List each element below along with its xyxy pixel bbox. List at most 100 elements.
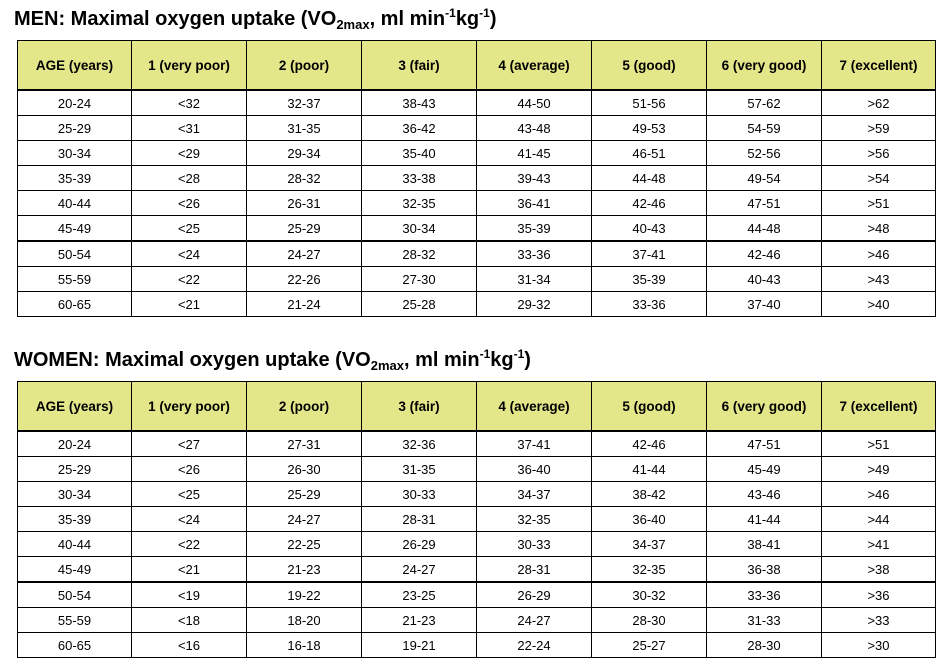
rating-range-cell: >44 — [821, 506, 936, 532]
rating-range-cell: 32-35 — [361, 190, 477, 216]
rating-range-cell: 44-48 — [591, 165, 707, 191]
rating-range-cell: 40-43 — [591, 215, 707, 242]
column-header: 2 (poor) — [246, 40, 362, 91]
table-row: 30-34 <29 29-34 35-40 41-45 46-51 52-56 >56 — [17, 140, 936, 166]
rating-range-cell: 19-22 — [246, 581, 362, 608]
rating-range-cell: 34-37 — [476, 481, 592, 507]
column-header: 3 (fair) — [361, 381, 477, 432]
rating-range-cell: 21-23 — [246, 556, 362, 583]
men-title-kg: kg — [455, 8, 480, 30]
men-title-superscript-1: -1 — [445, 6, 456, 20]
rating-range-cell: 42-46 — [706, 240, 822, 267]
rating-range-cell: >51 — [821, 431, 936, 457]
age-group-cell: 35-39 — [17, 506, 132, 532]
rating-range-cell: 36-41 — [476, 190, 592, 216]
rating-range-cell: >33 — [821, 607, 936, 633]
rating-range-cell: 24-27 — [246, 506, 362, 532]
rating-range-cell: 30-32 — [591, 581, 707, 608]
women-title-main: : Maximal oxygen uptake (VO — [92, 349, 371, 371]
women-title-superscript-1: -1 — [479, 347, 491, 361]
rating-range-cell: 26-30 — [246, 456, 362, 482]
rating-range-cell: 19-21 — [361, 632, 477, 658]
rating-range-cell: 16-18 — [246, 632, 362, 658]
rating-range-cell: 42-46 — [591, 431, 707, 457]
rating-range-cell: 18-20 — [246, 607, 362, 633]
rating-range-cell: 27-30 — [361, 266, 477, 292]
women-header-row: AGE (years) 1 (very poor) 2 (poor) 3 (fair)… — [17, 381, 936, 432]
rating-range-cell: 46-51 — [591, 140, 707, 166]
rating-range-cell: 25-27 — [591, 632, 707, 658]
men-vo2max-table: AGE (years) 1 (very poor) 2 (poor) 3 (fair)… — [17, 40, 936, 317]
age-group-cell: 45-49 — [17, 556, 132, 583]
rating-range-cell: 26-29 — [476, 581, 592, 608]
rating-range-cell: 28-31 — [361, 506, 477, 532]
rating-range-cell: <21 — [131, 556, 247, 583]
women-title-units: , ml min — [404, 349, 480, 371]
rating-range-cell: <31 — [131, 115, 247, 141]
rating-range-cell: 54-59 — [706, 115, 822, 141]
rating-range-cell: <28 — [131, 165, 247, 191]
men-title-superscript-2: -1 — [479, 6, 490, 20]
rating-range-cell: >41 — [821, 531, 936, 557]
rating-range-cell: 52-56 — [706, 140, 822, 166]
age-group-cell: 50-54 — [17, 240, 132, 267]
column-header: 7 (excellent) — [821, 40, 936, 91]
rating-range-cell: 31-35 — [246, 115, 362, 141]
men-title-subscript: 2max — [336, 17, 370, 32]
rating-range-cell: 43-46 — [706, 481, 822, 507]
rating-range-cell: <21 — [131, 291, 247, 317]
rating-range-cell: <19 — [131, 581, 247, 608]
age-group-cell: 40-44 — [17, 531, 132, 557]
rating-range-cell: 37-40 — [706, 291, 822, 317]
women-table-body: 20-24 <27 27-31 32-36 37-41 42-46 47-51 >51 25-2… — [17, 431, 936, 658]
rating-range-cell: 24-27 — [246, 240, 362, 267]
rating-range-cell: 35-39 — [591, 266, 707, 292]
rating-range-cell: 28-30 — [591, 607, 707, 633]
column-header: 5 (good) — [591, 381, 707, 432]
column-header: AGE (years) — [17, 40, 132, 91]
age-group-cell: 30-34 — [17, 140, 132, 166]
rating-range-cell: 24-27 — [476, 607, 592, 633]
age-group-cell: 60-65 — [17, 632, 132, 658]
rating-range-cell: 40-43 — [706, 266, 822, 292]
rating-range-cell: >30 — [821, 632, 936, 658]
men-title-units: , ml min — [369, 8, 446, 30]
age-group-cell: 45-49 — [17, 215, 132, 242]
rating-range-cell: 28-32 — [361, 240, 477, 267]
rating-range-cell: >51 — [821, 190, 936, 216]
table-row: 25-29 <31 31-35 36-42 43-48 49-53 54-59 >59 — [17, 115, 936, 141]
rating-range-cell: 37-41 — [591, 240, 707, 267]
rating-range-cell: 39-43 — [476, 165, 592, 191]
rating-range-cell: <32 — [131, 90, 247, 116]
rating-range-cell: 30-33 — [476, 531, 592, 557]
rating-range-cell: <24 — [131, 240, 247, 267]
rating-range-cell: 31-34 — [476, 266, 592, 292]
rating-range-cell: 36-42 — [361, 115, 477, 141]
table-row: 50-54 <24 24-27 28-32 33-36 37-41 42-46 >46 — [17, 240, 936, 267]
men-title-close: ) — [489, 8, 497, 30]
rating-range-cell: <22 — [131, 531, 247, 557]
age-group-cell: 25-29 — [17, 115, 132, 141]
rating-range-cell: 36-40 — [476, 456, 592, 482]
rating-range-cell: 42-46 — [591, 190, 707, 216]
rating-range-cell: <26 — [131, 190, 247, 216]
rating-range-cell: 33-36 — [591, 291, 707, 317]
column-header: 3 (fair) — [361, 40, 477, 91]
rating-range-cell: <25 — [131, 481, 247, 507]
women-title-close: ) — [524, 349, 531, 371]
table-row: 55-59 <22 22-26 27-30 31-34 35-39 40-43 >43 — [17, 266, 936, 292]
rating-range-cell: >40 — [821, 291, 936, 317]
rating-range-cell: 30-33 — [361, 481, 477, 507]
women-title-prefix: WOMEN — [14, 349, 93, 371]
column-header: 4 (average) — [476, 381, 592, 432]
women-title-superscript-2: -1 — [513, 347, 525, 361]
rating-range-cell: 23-25 — [361, 581, 477, 608]
rating-range-cell: 26-29 — [361, 531, 477, 557]
rating-range-cell: 29-32 — [476, 291, 592, 317]
rating-range-cell: 28-32 — [246, 165, 362, 191]
rating-range-cell: 41-44 — [706, 506, 822, 532]
column-header: AGE (years) — [17, 381, 132, 432]
rating-range-cell: 35-39 — [476, 215, 592, 242]
rating-range-cell: >54 — [821, 165, 936, 191]
table-row: 20-24 <32 32-37 38-43 44-50 51-56 57-62 >62 — [17, 90, 936, 116]
